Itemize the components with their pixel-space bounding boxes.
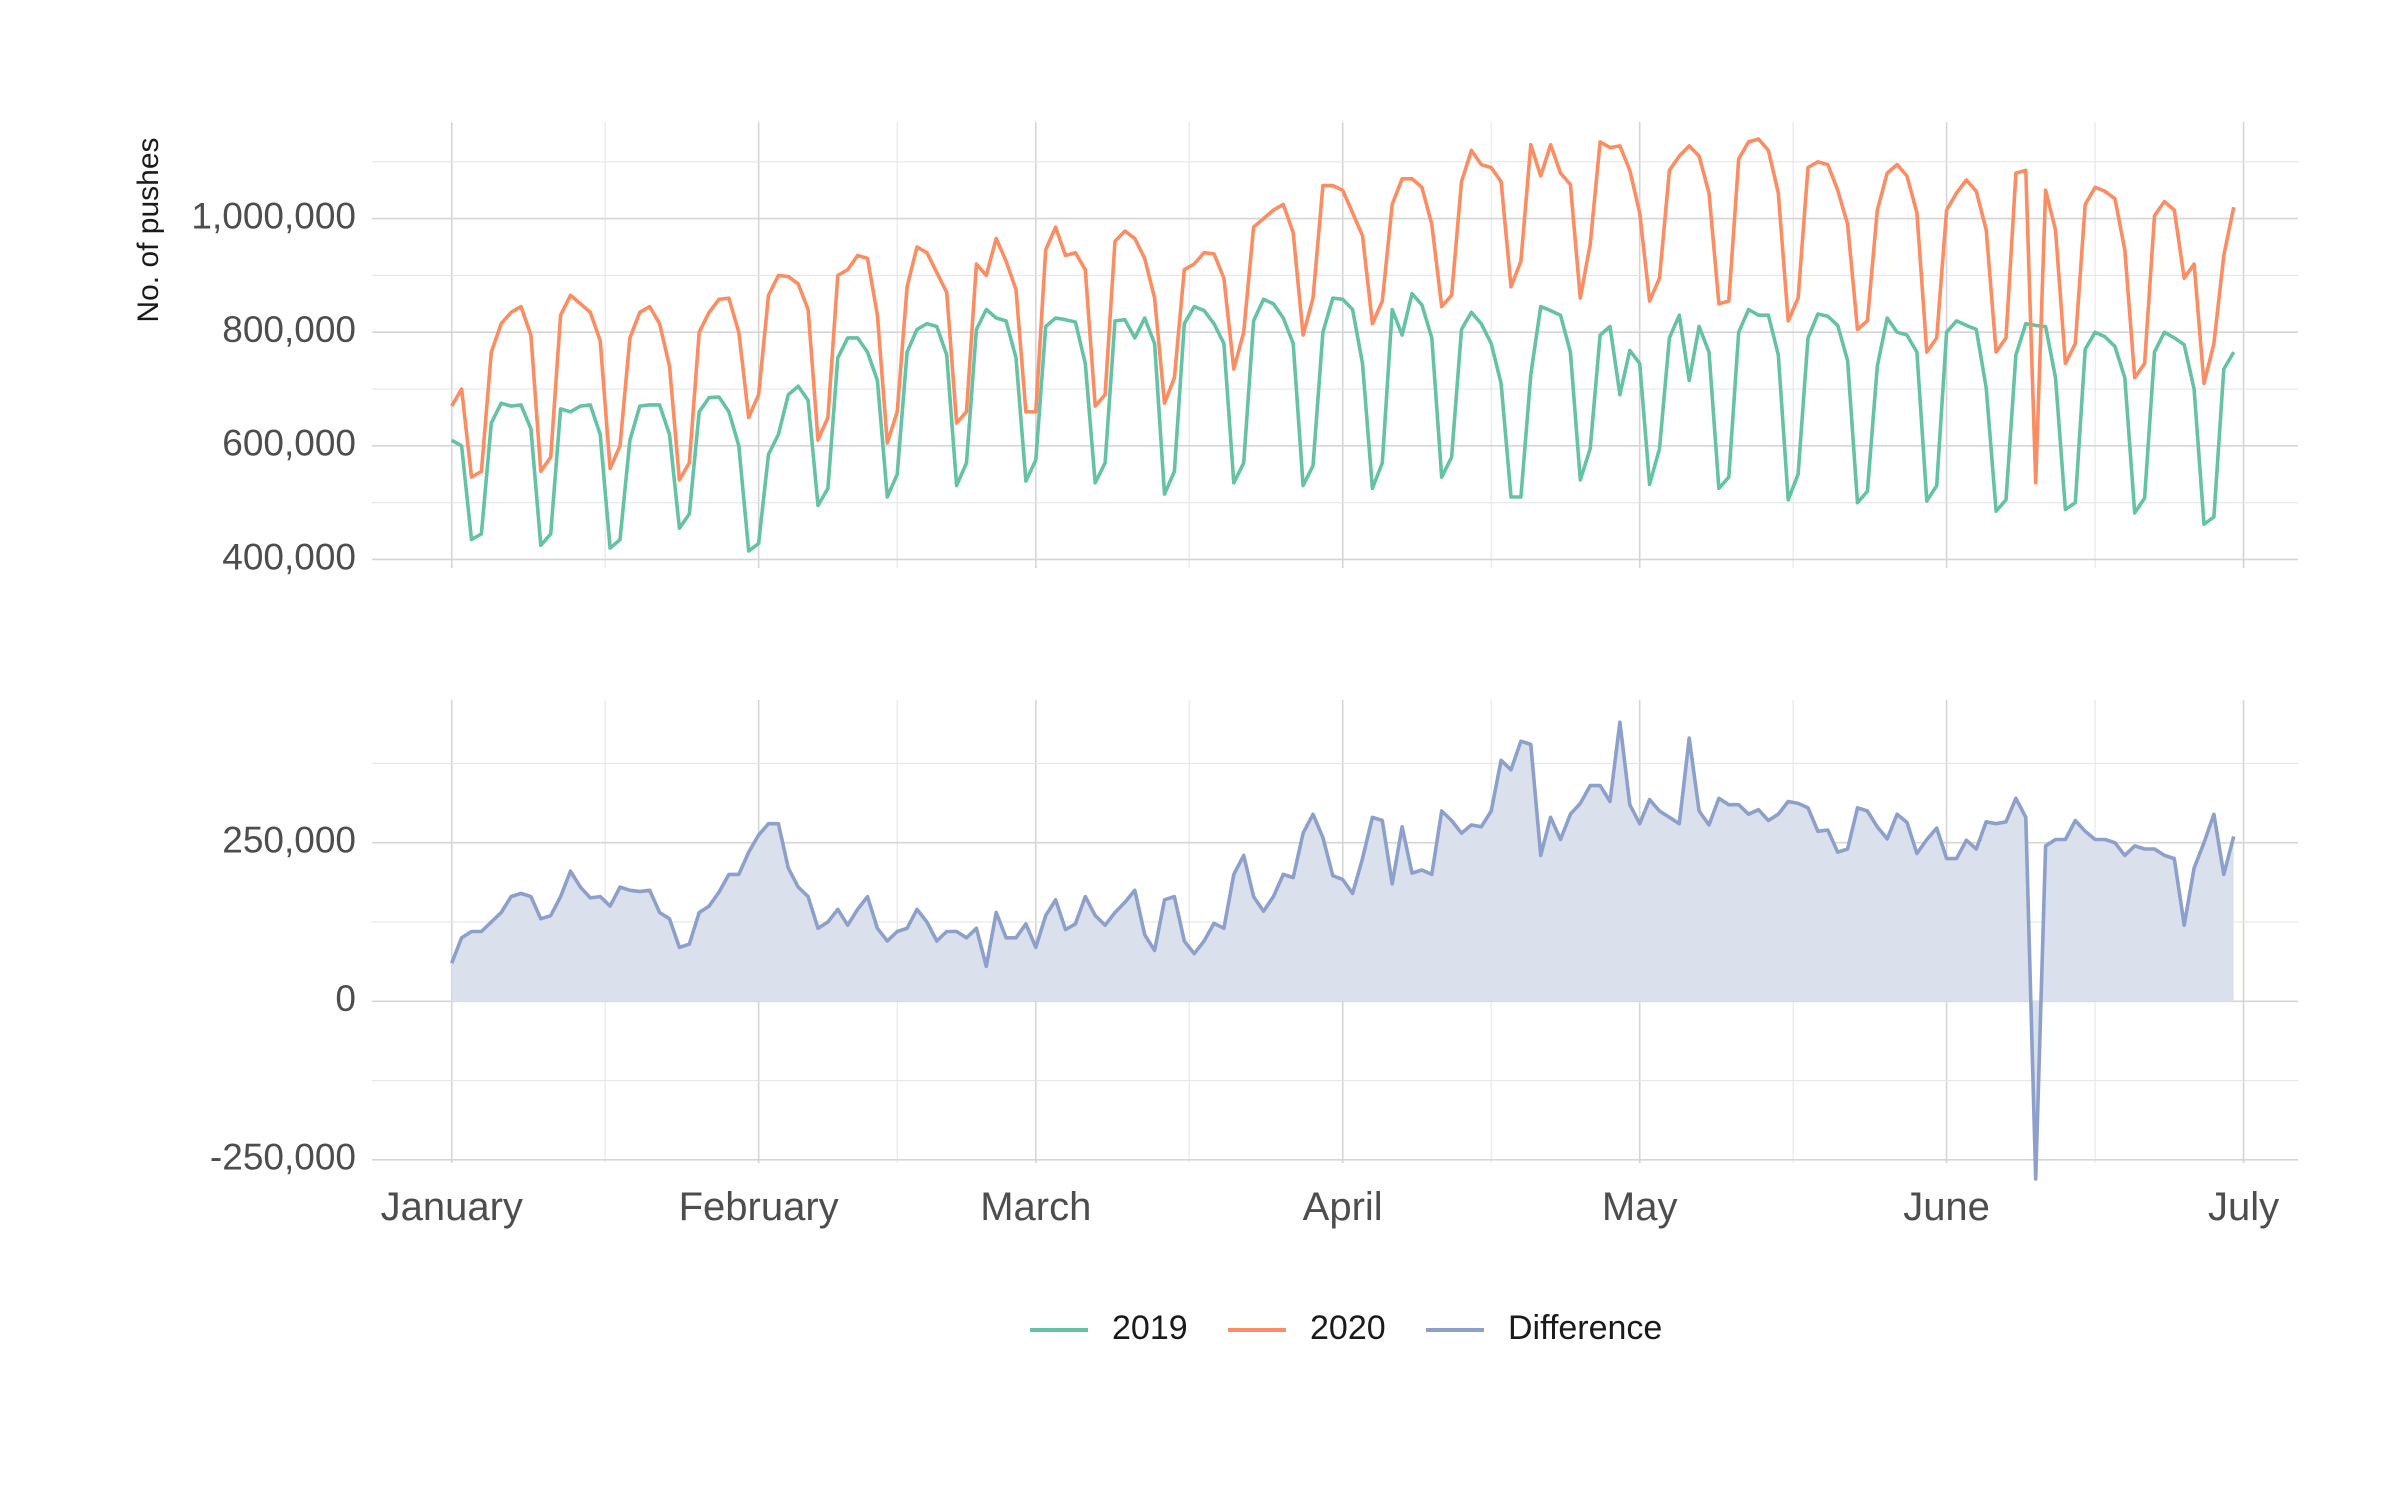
legend: 2019 2020 Difference	[1030, 1309, 1662, 1347]
y-axis-title: No. of pushes	[132, 137, 165, 322]
top-gridlines	[372, 122, 2298, 568]
top-y-tick-labels: 400,000 600,000 800,000 1,000,000	[191, 195, 356, 577]
x-tick-labels: January February March April May June July	[381, 1185, 2280, 1229]
x-tick-label-april: April	[1303, 1185, 1383, 1229]
bottom-y-tick-label: 250,000	[222, 819, 356, 860]
bottom-y-tick-labels: -250,000 0 250,000	[210, 819, 356, 1177]
bottom-y-tick-label: -250,000	[210, 1137, 356, 1178]
top-y-tick-label: 800,000	[222, 309, 356, 350]
bottom-y-tick-label: 0	[335, 978, 356, 1019]
series-line-2019	[450, 291, 2236, 553]
panel-totals: 400,000 600,000 800,000 1,000,000	[191, 122, 2298, 577]
series-area-difference	[451, 722, 2234, 1179]
x-tick-label-january: January	[381, 1185, 523, 1229]
top-y-tick-label: 1,000,000	[191, 195, 356, 236]
x-tick-label-february: February	[679, 1185, 839, 1229]
panel-difference: -250,000 0 250,000	[210, 700, 2298, 1181]
legend-label-difference: Difference	[1508, 1309, 1662, 1347]
series-line-difference	[450, 720, 2236, 1181]
top-series-lines	[450, 137, 2236, 553]
top-y-tick-label: 400,000	[222, 536, 356, 577]
bottom-series-lines	[450, 720, 2236, 1181]
x-tick-label-may: May	[1602, 1185, 1678, 1229]
x-tick-label-july: July	[2208, 1185, 2279, 1229]
x-tick-label-june: June	[1903, 1185, 1990, 1229]
x-tick-label-march: March	[980, 1185, 1091, 1229]
series-line-2020	[450, 137, 2236, 485]
top-y-tick-label: 600,000	[222, 423, 356, 464]
legend-label-2020: 2020	[1310, 1309, 1386, 1347]
legend-label-2019: 2019	[1112, 1309, 1188, 1347]
